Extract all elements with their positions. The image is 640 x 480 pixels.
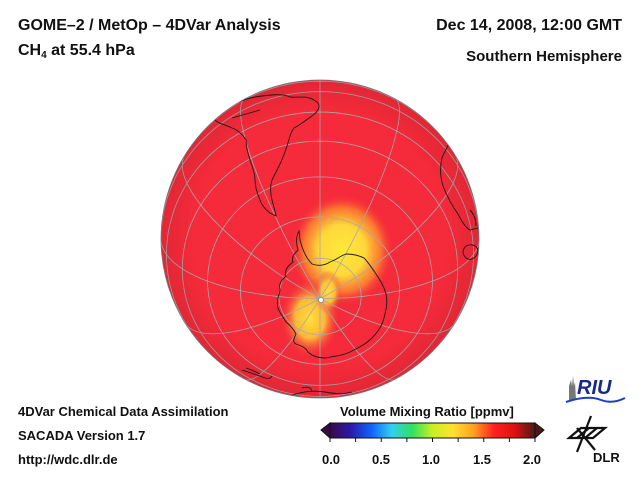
colorbar xyxy=(320,421,545,442)
colorbar-gradient xyxy=(329,422,536,439)
colorbar-under-arrow xyxy=(320,421,331,440)
colorbar-tick-label: 1.5 xyxy=(472,452,492,467)
website-link[interactable]: http://wdc.dlr.de xyxy=(18,452,118,467)
colorbar-ticks xyxy=(329,438,536,442)
riu-logo-text: RIU xyxy=(577,377,612,399)
plot-title: GOME–2 / MetOp – 4DVar Analysis xyxy=(18,17,281,34)
colorbar-over-arrow xyxy=(534,421,545,440)
hemisphere-label: Southern Hemisphere xyxy=(466,48,622,65)
colorbar-title: Volume Mixing Ratio [ppmv] xyxy=(340,404,514,419)
colorbar-tick-label: 0.0 xyxy=(321,452,341,467)
colorbar-tick-label: 1.0 xyxy=(421,452,441,467)
species-level-label: CH4 at 55.4 hPa xyxy=(18,42,135,61)
dlr-emblem-icon xyxy=(565,415,609,453)
species-name: CH xyxy=(18,42,42,59)
colorbar-tick-label: 0.5 xyxy=(371,452,391,467)
date-label: Dec 14, 2008, 12:00 GMT xyxy=(436,17,622,34)
version-label: SACADA Version 1.7 xyxy=(18,428,146,443)
river-icon xyxy=(565,396,626,403)
species-subscript: 4 xyxy=(41,50,47,61)
dlr-logo: DLR xyxy=(565,415,620,465)
pressure-level: at 55.4 hPa xyxy=(46,42,135,59)
dlr-logo-text: DLR xyxy=(593,450,620,465)
globe-outline xyxy=(160,79,480,399)
riu-logo: RIU xyxy=(565,376,626,403)
assimilation-label: 4DVar Chemical Data Assimilation xyxy=(18,404,229,419)
colorbar-tick-label: 2.0 xyxy=(522,452,542,467)
cathedral-icon xyxy=(569,376,576,400)
